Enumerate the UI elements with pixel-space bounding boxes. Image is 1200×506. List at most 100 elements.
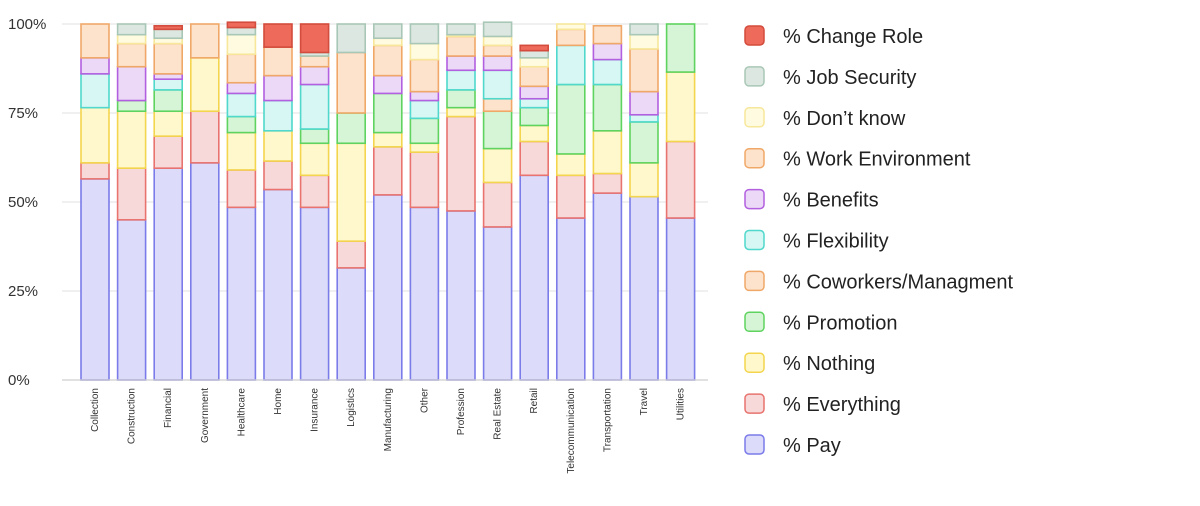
bar-segment-promotion	[446, 89, 476, 109]
bar-segment-nothing	[153, 110, 183, 137]
legend-item: % Flexibility	[744, 229, 889, 253]
bar-segment-nothing	[592, 130, 623, 175]
bar-segment-everything	[336, 240, 367, 269]
bar-segment-everything	[190, 110, 220, 164]
bar-segment-work-environment	[372, 44, 403, 77]
legend-swatch	[744, 107, 765, 128]
bar-segment-don-t-know	[629, 33, 659, 50]
x-tick-label: Travel	[639, 388, 650, 415]
bar-segment-flexibility	[629, 113, 659, 123]
bar-segment-change-role	[153, 24, 183, 31]
bar-segment-benefits	[263, 74, 293, 102]
bar-segment-change-role	[519, 44, 550, 52]
bar-segment-everything	[446, 115, 476, 212]
bars	[80, 21, 696, 381]
legend-label: % Job Security	[783, 67, 916, 89]
bar-segment-job-security	[116, 23, 147, 36]
legend-swatch	[744, 270, 765, 292]
bar-segment-promotion	[629, 121, 659, 164]
bar-segment-promotion	[519, 106, 550, 127]
bar-segment-pay	[263, 188, 293, 381]
bar-segment-promotion	[299, 128, 330, 145]
bar-segment-job-security	[482, 21, 513, 38]
legend-label: % Change Role	[783, 26, 923, 48]
bar-segment-change-role	[226, 21, 257, 29]
bar-segment-benefits	[482, 55, 513, 72]
bar-segment-flexibility	[409, 99, 440, 120]
bar-segment-nothing	[116, 110, 147, 169]
bar-segment-benefits	[446, 55, 476, 72]
bar-segment-flexibility	[555, 44, 586, 86]
bar-segment-work-environment	[446, 35, 476, 57]
bar-segment-everything	[372, 146, 403, 196]
bar-segment-flexibility	[80, 73, 110, 109]
bar-segment-work-environment	[409, 58, 440, 93]
bar-segment-nothing	[263, 130, 293, 162]
legend-item: % Pay	[744, 434, 841, 457]
bar-segment-nothing	[336, 142, 367, 242]
bar-segment-job-security	[519, 49, 550, 59]
legend-item: % Benefits	[744, 188, 879, 212]
bar-segment-everything	[482, 181, 513, 228]
bar-segment-pay	[336, 267, 367, 381]
x-tick-label: Utilities	[676, 388, 687, 420]
legend-swatch	[744, 25, 765, 46]
bar-segment-nothing	[519, 124, 550, 143]
bar-segment-don-t-know	[153, 37, 183, 45]
bar-segment-job-security	[226, 26, 257, 36]
bar-segment-promotion	[555, 83, 586, 155]
bar-segment-benefits	[592, 42, 623, 61]
bar-segment-nothing	[629, 162, 659, 198]
legend-label: % Promotion	[783, 312, 898, 334]
legend: % Change Role % Job Security % Don’t know%…	[744, 25, 1014, 457]
bar-segment-nothing	[80, 106, 110, 164]
bar-segment-pay	[190, 162, 220, 381]
bar-segment-work-environment	[519, 65, 550, 88]
bar-segment-pay	[80, 178, 110, 381]
bar-segment-benefits	[153, 73, 183, 80]
bar-segment-flexibility	[263, 99, 293, 132]
legend-swatch	[744, 188, 765, 210]
bar-segment-benefits	[519, 85, 550, 100]
legend-label: % Don’t know	[783, 108, 906, 130]
bar-segment-work-environment	[336, 51, 367, 114]
bar-segment-promotion	[665, 23, 696, 73]
x-tick-label: Collection	[90, 388, 101, 432]
bar-segment-work-environment	[116, 42, 147, 68]
bar-segment-nothing	[555, 153, 586, 177]
bar-segment-don-t-know	[555, 23, 586, 31]
legend-item: % Coworkers/Managment	[744, 270, 1014, 293]
bar-segment-everything	[665, 140, 696, 219]
x-tick-label: Telecommunication	[566, 388, 577, 474]
y-tick-label: 75%	[8, 105, 38, 122]
bar-segment-promotion	[226, 115, 257, 134]
bar-segment-benefits	[629, 90, 659, 116]
bar-segment-benefits	[372, 74, 403, 95]
bar-segment-everything	[555, 174, 586, 219]
bar-segment-pay	[555, 217, 586, 381]
bar-segment-pay	[409, 206, 440, 381]
bar-segment-work-environment	[226, 53, 257, 84]
bar-segment-everything	[592, 172, 623, 194]
bar-segment-everything	[409, 151, 440, 209]
bar-segment-job-security	[409, 23, 440, 45]
bar-segment-promotion	[482, 110, 513, 150]
bar-segment-don-t-know	[116, 33, 147, 45]
bar-segment-work-environment	[592, 24, 623, 45]
legend-item: % Promotion	[744, 311, 898, 334]
bar-segment-pay	[592, 192, 623, 381]
bar-segment-everything	[299, 174, 330, 209]
bar-segment-nothing	[372, 131, 403, 148]
bar-segment-job-security	[336, 23, 367, 54]
x-tick-label: Real Estate	[493, 388, 504, 440]
bar-segment-flexibility	[519, 97, 550, 109]
bar-segment-pay	[372, 194, 403, 381]
bar-segment-everything	[80, 162, 110, 180]
bar-segment-nothing	[190, 57, 220, 113]
legend-item: % Nothing	[744, 352, 875, 375]
legend-swatch	[744, 311, 765, 333]
bar-segment-don-t-know	[409, 42, 440, 61]
legend-swatch	[744, 393, 765, 414]
x-tick-label: Healthcare	[236, 388, 247, 437]
